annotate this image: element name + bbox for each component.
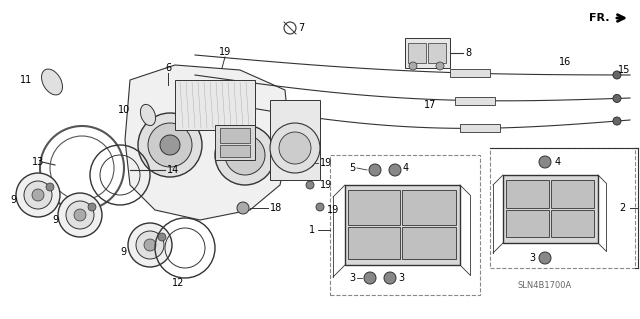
Text: 9: 9	[120, 247, 126, 257]
Bar	[551, 210, 594, 237]
Circle shape	[66, 201, 94, 229]
Circle shape	[613, 71, 621, 79]
Bar	[220, 145, 250, 157]
Text: 12: 12	[172, 278, 184, 288]
Circle shape	[364, 272, 376, 284]
Text: 17: 17	[424, 100, 436, 110]
Text: 16: 16	[559, 57, 571, 67]
Bar	[450, 69, 490, 77]
Bar	[402, 227, 456, 259]
Circle shape	[225, 135, 265, 175]
Bar	[405, 38, 450, 68]
Circle shape	[148, 123, 192, 167]
Text: 19: 19	[219, 47, 231, 57]
Bar	[506, 180, 549, 208]
Bar	[503, 175, 598, 243]
Bar	[330, 155, 480, 295]
Bar	[220, 128, 250, 143]
Bar	[551, 180, 594, 208]
Circle shape	[128, 223, 172, 267]
Circle shape	[316, 203, 324, 211]
Circle shape	[306, 159, 314, 167]
Text: 14: 14	[167, 165, 179, 175]
Text: 18: 18	[270, 203, 282, 213]
Bar	[348, 227, 400, 259]
Text: 3: 3	[349, 273, 355, 283]
Text: 2: 2	[619, 203, 625, 213]
Text: 19: 19	[320, 180, 332, 190]
Text: 1: 1	[309, 225, 315, 235]
Bar	[408, 43, 426, 63]
Bar	[428, 43, 446, 63]
Text: 3: 3	[529, 253, 535, 263]
Circle shape	[539, 156, 551, 168]
Circle shape	[144, 239, 156, 251]
Bar	[506, 210, 549, 237]
Circle shape	[136, 231, 164, 259]
Circle shape	[158, 233, 166, 241]
Bar	[402, 190, 456, 225]
Text: FR.: FR.	[589, 13, 610, 23]
Circle shape	[16, 173, 60, 217]
Circle shape	[270, 123, 320, 173]
Bar	[455, 97, 495, 105]
Text: 5: 5	[349, 163, 355, 173]
Ellipse shape	[42, 69, 63, 95]
Text: 15: 15	[618, 65, 630, 75]
Circle shape	[46, 183, 54, 191]
Circle shape	[58, 193, 102, 237]
Bar	[460, 124, 500, 132]
Circle shape	[24, 181, 52, 209]
Circle shape	[237, 202, 249, 214]
Circle shape	[384, 272, 396, 284]
Text: 4: 4	[555, 157, 561, 167]
Text: 4: 4	[403, 163, 409, 173]
Circle shape	[32, 189, 44, 201]
Bar	[215, 125, 255, 160]
Ellipse shape	[140, 104, 156, 126]
Circle shape	[389, 164, 401, 176]
Text: 10: 10	[118, 105, 131, 115]
Circle shape	[74, 209, 86, 221]
Bar	[345, 185, 460, 265]
Bar	[175, 80, 255, 130]
Circle shape	[539, 252, 551, 264]
Bar	[490, 148, 635, 268]
Text: 8: 8	[465, 48, 471, 58]
Circle shape	[613, 94, 621, 102]
Circle shape	[88, 203, 96, 211]
Text: 19: 19	[320, 158, 332, 168]
Circle shape	[613, 117, 621, 125]
Text: 9: 9	[52, 215, 58, 225]
Text: 19: 19	[327, 205, 339, 215]
Polygon shape	[125, 65, 290, 220]
Bar	[270, 100, 320, 180]
Text: 9: 9	[10, 195, 16, 205]
Circle shape	[409, 62, 417, 70]
Circle shape	[279, 132, 311, 164]
Circle shape	[138, 113, 202, 177]
Text: 7: 7	[298, 23, 304, 33]
Text: 6: 6	[165, 63, 171, 73]
Circle shape	[160, 135, 180, 155]
Text: SLN4B1700A: SLN4B1700A	[518, 280, 572, 290]
Circle shape	[369, 164, 381, 176]
Circle shape	[436, 62, 444, 70]
Text: 11: 11	[20, 75, 32, 85]
Circle shape	[215, 125, 275, 185]
Text: 13: 13	[32, 157, 44, 167]
Text: 3: 3	[398, 273, 404, 283]
Circle shape	[306, 181, 314, 189]
Bar	[348, 190, 400, 225]
